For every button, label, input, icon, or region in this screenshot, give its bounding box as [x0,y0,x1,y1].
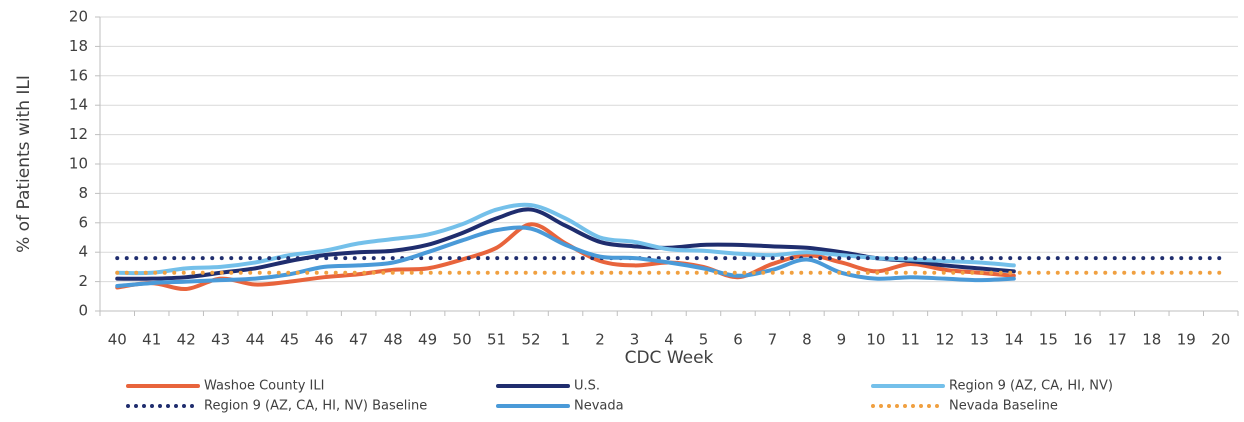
x-tick-label: 11 [901,331,920,349]
y-tick-label: 4 [78,243,88,261]
x-tick-label: 3 [630,331,640,349]
x-tick-label: 49 [418,331,437,349]
x-tick-label: 20 [1211,331,1230,349]
x-tick-label: 7 [768,331,778,349]
x-tick-label: 47 [349,331,368,349]
legend-label: Nevada [574,399,624,414]
y-tick-label: 16 [69,66,88,84]
x-tick-label: 48 [384,331,403,349]
x-tick-label: 5 [699,331,709,349]
legend-label: Region 9 (AZ, CA, HI, NV) [949,379,1113,394]
x-tick-label: 15 [1039,331,1058,349]
y-tick-label: 12 [69,125,88,143]
legend-label: Washoe County ILI [204,379,324,394]
x-tick-label: 45 [280,331,299,349]
y-tick-label: 18 [69,37,88,55]
x-tick-label: 50 [453,331,472,349]
x-tick-label: 51 [487,331,506,349]
y-axis-label: % of Patients with ILI [14,75,34,253]
x-tick-label: 18 [1142,331,1161,349]
y-tick-label: 14 [69,96,88,114]
x-tick-label: 8 [802,331,812,349]
x-tick-label: 42 [177,331,196,349]
x-tick-label: 17 [1108,331,1127,349]
legend-label: Region 9 (AZ, CA, HI, NV) Baseline [204,399,427,414]
y-tick-label: 20 [69,8,88,26]
x-tick-label: 40 [108,331,127,349]
y-tick-label: 10 [69,155,88,173]
x-tick-label: 9 [837,331,847,349]
y-tick-label: 6 [78,213,88,231]
x-tick-label: 10 [866,331,885,349]
x-tick-label: 44 [246,331,265,349]
x-tick-label: 1 [561,331,571,349]
x-tick-label: 14 [1004,331,1023,349]
x-axis-label: CDC Week [625,348,714,368]
x-tick-label: 12 [935,331,954,349]
x-tick-label: 16 [1073,331,1092,349]
y-tick-label: 8 [78,184,88,202]
x-tick-label: 43 [211,331,230,349]
legend-label: U.S. [574,379,600,394]
x-tick-label: 13 [970,331,989,349]
x-tick-label: 52 [522,331,541,349]
series-line [115,202,1016,276]
x-tick-label: 2 [595,331,605,349]
x-tick-label: 19 [1177,331,1196,349]
x-tick-label: 4 [664,331,674,349]
x-tick-label: 46 [315,331,334,349]
legend-label: Nevada Baseline [949,399,1058,414]
x-tick-label: 41 [142,331,161,349]
x-tick-label: 6 [733,331,743,349]
series-line [115,225,1016,289]
y-tick-label: 2 [78,272,88,290]
y-tick-label: 0 [78,302,88,320]
